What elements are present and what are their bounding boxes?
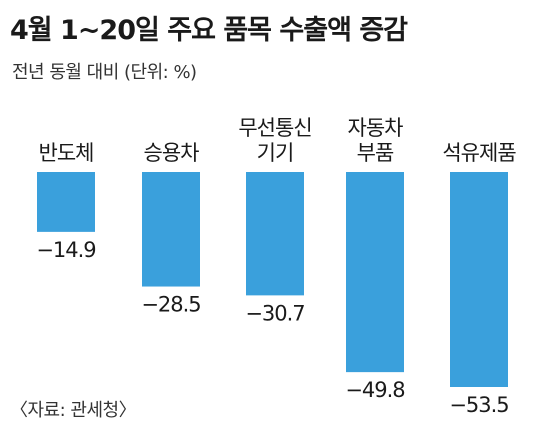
- value-label-0: −14.9: [36, 238, 95, 262]
- chart-subtitle: 전년 동월 대비 (단위: %): [12, 62, 197, 83]
- bar-2: [246, 172, 304, 296]
- value-label-1: −28.5: [141, 293, 200, 317]
- bar-1: [142, 172, 200, 287]
- category-label-2-0: 무선통신: [238, 116, 311, 140]
- category-label-1-0: 승용차: [144, 141, 200, 165]
- value-label-3: −49.8: [345, 378, 404, 402]
- chart-title: 4월 1~20일 주요 품목 수출액 증감: [10, 15, 408, 46]
- source-note: 〈자료: 관세청〉: [10, 400, 137, 421]
- category-label-0-0: 반도체: [39, 141, 94, 165]
- category-label-3-0: 자동차: [348, 116, 404, 140]
- value-label-4: −53.5: [449, 393, 508, 417]
- category-label-3-1: 부품: [357, 141, 394, 165]
- value-label-2: −30.7: [245, 301, 304, 325]
- category-label-2-1: 기기: [257, 141, 294, 165]
- bar-3: [346, 172, 404, 373]
- bar-4: [450, 172, 508, 387]
- bar-0: [37, 172, 95, 232]
- category-label-4-0: 석유제품: [442, 141, 516, 165]
